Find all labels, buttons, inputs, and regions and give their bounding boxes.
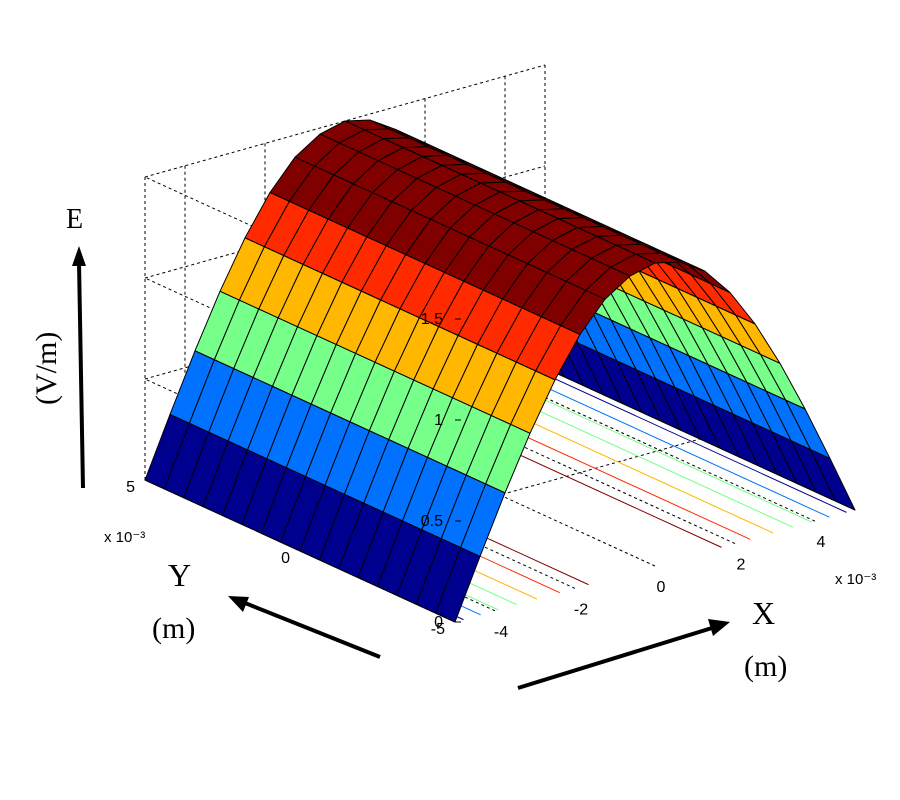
y-direction-arrow	[228, 596, 381, 659]
contour-line	[536, 369, 847, 513]
z-tick-label: 1	[434, 412, 443, 429]
y-multiplier: x 10⁻³	[104, 529, 145, 546]
z-axis-unit: (V/m)	[30, 332, 63, 405]
surface-mesh	[144, 119, 856, 623]
x-direction-arrow	[517, 619, 730, 690]
x-multiplier: x 10⁻³	[835, 571, 876, 588]
y-tick-label: 0	[281, 550, 290, 567]
surface-patch	[435, 547, 481, 623]
x-tick-label: 2	[737, 557, 746, 574]
y-tick-label: 5	[126, 479, 135, 496]
x-axis-unit: (m)	[744, 650, 787, 683]
z-axis-label: E	[66, 204, 83, 235]
x-tick-label: -4	[494, 624, 508, 641]
y-tick-label: -5	[431, 621, 445, 638]
y-axis-unit: (m)	[152, 612, 195, 645]
x-tick-label: 0	[657, 579, 666, 596]
x-tick-label: 4	[817, 534, 826, 551]
z-tick-label: 0	[434, 614, 443, 631]
x-axis-label: X	[752, 595, 775, 631]
z-direction-arrow	[72, 246, 86, 489]
x-tick-label: -2	[574, 601, 588, 618]
z-tick-label: 0.5	[421, 513, 443, 530]
contour-line	[501, 379, 812, 523]
z-tick-label: 1.5	[421, 311, 443, 328]
y-axis-label: Y	[168, 557, 191, 593]
contour-line	[519, 374, 830, 518]
